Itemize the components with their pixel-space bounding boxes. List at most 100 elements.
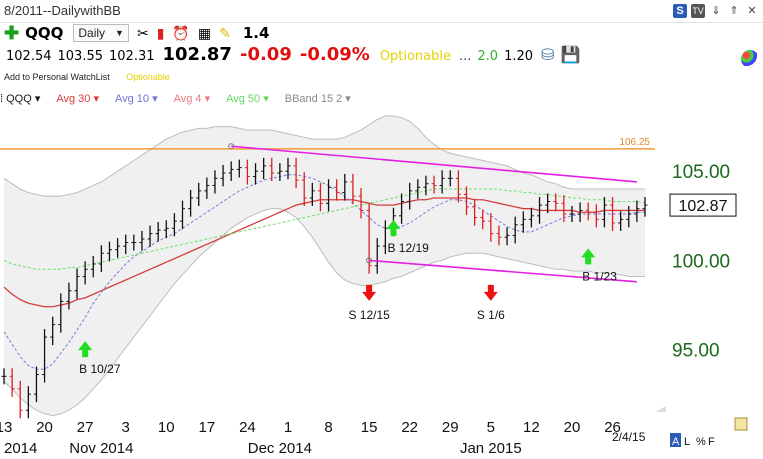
trendline-anchor	[366, 257, 373, 264]
trendline-anchor	[228, 143, 235, 150]
watchlist-optionable: Optionable	[126, 72, 170, 82]
legend-label: BBand 15 2 ▾	[284, 92, 351, 105]
database-icon[interactable]: ⛁	[541, 45, 555, 64]
bband-upper-line	[3, 115, 645, 197]
up-arrow-icon[interactable]: ⇑	[729, 5, 739, 17]
x-tick-label: 17	[199, 419, 216, 436]
add-watchlist-link[interactable]: Add to Personal WatchList	[4, 72, 110, 82]
x-tick-label: 15	[361, 419, 378, 436]
resistance-label: 106.25	[619, 137, 650, 148]
month-label: Jan 2015	[460, 440, 522, 457]
x-tick-label: 29	[442, 419, 459, 436]
legend-item-qqq[interactable]: ⁞ QQQ ▾	[0, 92, 48, 105]
x-tick-label: 20	[564, 419, 581, 436]
scale-button-3[interactable]: F	[708, 436, 715, 448]
add-symbol-icon[interactable]: ✚	[4, 22, 20, 43]
price-bar-layer	[1, 157, 648, 419]
tools-icon[interactable]: ✂	[136, 24, 149, 41]
bollinger-band-layer	[3, 115, 645, 417]
toolbar-metric: 1.4	[242, 24, 270, 42]
buy-signal-label: B 10/27	[79, 362, 121, 376]
buy-signal-label: B 1/23	[582, 269, 617, 283]
chevron-down-icon: ▼	[115, 28, 124, 38]
series-line-avg-30	[3, 197, 645, 308]
scale-button-2[interactable]: %	[696, 436, 706, 448]
month-label: Dec 2014	[248, 440, 312, 457]
quote-value3: 1.20	[504, 49, 534, 64]
window-title: 8/2011--DailywithBB	[4, 3, 121, 18]
quote-last: 102.87	[162, 44, 232, 65]
y-tick-label: 100.00	[672, 251, 730, 272]
y-tick-label: 105.00	[672, 162, 730, 183]
note-icon[interactable]: ✎	[219, 24, 231, 41]
quote-value2: 2.0	[477, 49, 499, 64]
title-bar: 8/2011--DailywithBB S TV ⇓ ⇑ ✕	[0, 0, 763, 23]
sell-arrow-icon	[483, 284, 498, 301]
month-label: Nov 2014	[69, 440, 133, 457]
period-select[interactable]: Daily ▼	[73, 24, 129, 42]
watchlist-row: Add to Personal WatchList Optionable	[4, 72, 170, 82]
x-tick-label: 5	[487, 419, 495, 436]
save-icon[interactable]: 💾	[560, 45, 581, 64]
pencil-icon	[734, 417, 748, 431]
legend-item-avg-50[interactable]: Avg 50 ▾	[226, 92, 277, 105]
bband-fill	[4, 115, 645, 416]
quote-high: 103.55	[57, 49, 104, 64]
x-tick-label: 3	[122, 419, 130, 436]
symbol-toolbar: ✚ QQQ Daily ▼ ✂ ▮ ⏰ ▦ ✎ 1.4	[0, 22, 763, 44]
moving-average-layer	[3, 174, 646, 370]
x-tick-label: 12	[523, 419, 540, 436]
share-icon[interactable]: S	[673, 4, 687, 18]
axis-layer: 105.00 100.00 95.00 102.87 13 20 27 3 10 17 24 1 8 15…	[0, 162, 748, 457]
legend-item-avg-10[interactable]: Avg 10 ▾	[115, 92, 166, 105]
trendline-upper-channel	[231, 145, 637, 183]
quote-change: -0.09	[239, 44, 292, 65]
x-tick-label: 24	[239, 419, 256, 436]
x-tick-label: 26	[604, 419, 621, 436]
legend-label: Avg 10 ▾	[114, 92, 158, 105]
tv-icon[interactable]: TV	[691, 4, 705, 18]
x-tick-label: 27	[77, 419, 94, 436]
buy-signal-label: B 12/19	[387, 241, 429, 255]
legend-item-avg-4[interactable]: Avg 4 ▾	[174, 92, 219, 105]
quote-open: 102.54	[6, 49, 52, 64]
date-label: 2/4/15	[612, 430, 646, 444]
optionable-badge: Optionable	[379, 49, 451, 64]
month-label: 2014	[4, 440, 37, 457]
x-tick-label: 8	[324, 419, 332, 436]
series-line-avg-10	[3, 174, 645, 370]
sell-signal-label: S 12/15	[348, 308, 390, 322]
overlay-layer: 106.25 B 10/27 B 12/19 B 1/23 S 12/15 S 1/6	[0, 137, 655, 376]
x-tick-label: 20	[36, 419, 53, 436]
quote-low: 102.31	[109, 49, 155, 64]
x-tick-label: 1	[284, 419, 292, 436]
quote-change-pct: -0.09%	[299, 44, 370, 65]
grid-icon[interactable]: ▦	[197, 24, 212, 41]
scale-button-bg	[670, 433, 681, 447]
buy-arrow-icon	[78, 341, 93, 358]
buy-arrow-icon	[386, 219, 401, 236]
legend-label: ⁞ QQQ ▾	[0, 92, 41, 105]
close-icon[interactable]: ✕	[747, 5, 757, 17]
legend-item-bband-15-2[interactable]: BBand 15 2 ▾	[285, 92, 359, 105]
scale-button-0[interactable]: A	[672, 436, 680, 448]
palette-icon[interactable]	[741, 50, 759, 68]
symbol-field[interactable]: QQQ	[25, 24, 64, 42]
x-tick-label: 10	[158, 419, 175, 436]
scale-button-1[interactable]: L	[684, 436, 690, 448]
down-arrow-icon[interactable]: ⇓	[711, 5, 721, 17]
quote-row: 102.54 103.55 102.31 102.87 -0.09 -0.09%…	[0, 44, 763, 70]
period-value: Daily	[78, 26, 106, 40]
buy-arrow-icon	[581, 248, 596, 265]
legend-item-avg-30[interactable]: Avg 30 ▾	[56, 92, 107, 105]
legend-label: Avg 4 ▾	[173, 92, 211, 105]
alarm-clock-icon[interactable]: ⏰	[172, 24, 190, 41]
legend-label: Avg 30 ▾	[56, 92, 99, 105]
legend-label: Avg 50 ▾	[226, 92, 269, 105]
y-tick-label: 95.00	[672, 341, 720, 362]
bar-chart-icon[interactable]: ▮	[156, 24, 165, 41]
current-price-box	[669, 193, 737, 217]
quote-dots: ...	[459, 49, 472, 64]
sell-arrow-icon	[362, 284, 377, 301]
